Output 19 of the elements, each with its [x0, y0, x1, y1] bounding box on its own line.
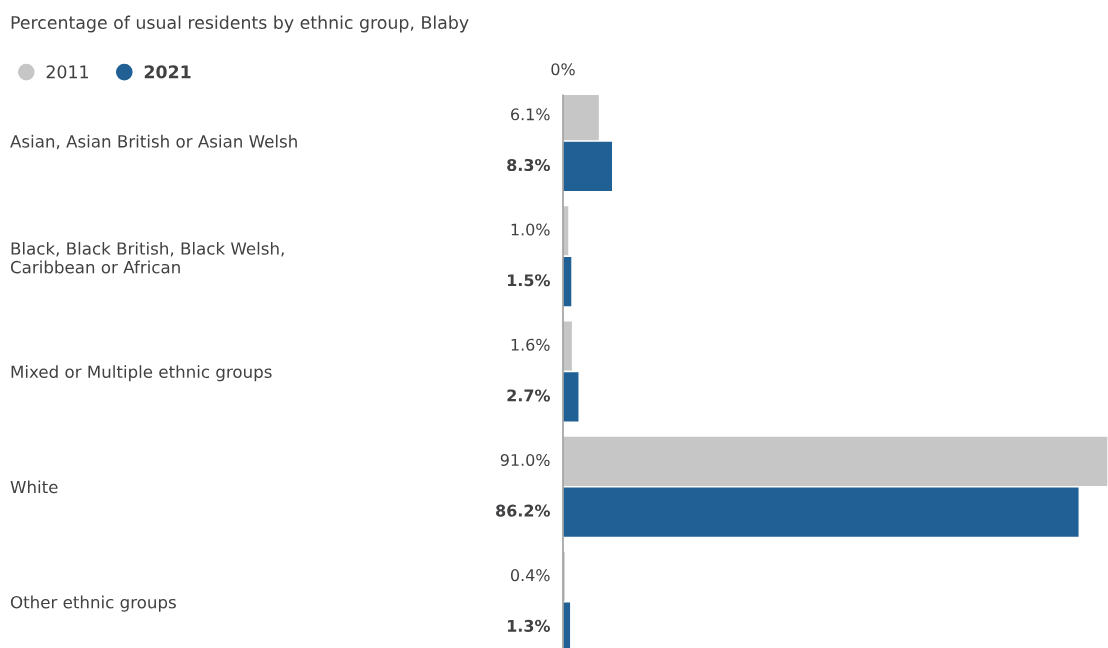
data-label: 91.0% — [500, 453, 550, 466]
text: Percentage of usual residents by ethnic group, Blaby — [11, 15, 469, 33]
data-label: 1.0% — [511, 223, 550, 236]
data-label: 2.7% — [507, 389, 550, 402]
legend-label: 2021 — [144, 65, 191, 79]
text: 0% — [551, 63, 575, 76]
data-label: 1.6% — [511, 338, 550, 351]
data-label: 1.5% — [508, 274, 550, 287]
y-tick-label: Black, Black British, Black Welsh, Caribbean or African — [10, 241, 284, 274]
data-label: 86.2% — [496, 504, 550, 517]
data-label: 6.1% — [511, 108, 550, 121]
data-label: 1.3% — [508, 619, 550, 632]
legend-label: 2011 — [46, 65, 88, 79]
y-tick-label: Asian, Asian British or Asian Welsh — [10, 134, 297, 150]
y-tick-label: White — [10, 480, 58, 494]
y-tick-label: Other ethnic groups — [10, 595, 176, 612]
y-tick-label: Mixed or Multiple ethnic groups — [11, 365, 272, 382]
data-label: 8.3% — [507, 158, 550, 172]
data-label: 0.4% — [510, 569, 550, 582]
